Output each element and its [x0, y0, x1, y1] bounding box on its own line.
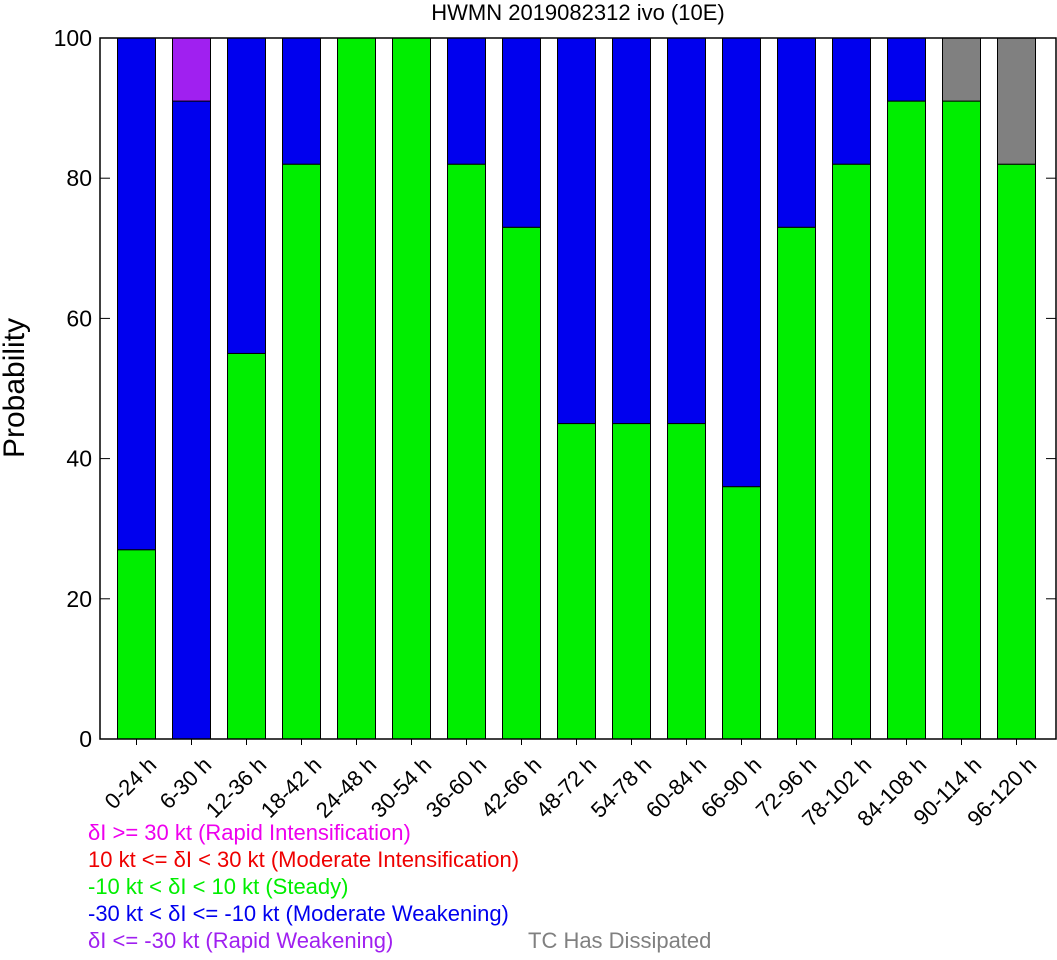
- x-tick-label-8: 48-72 h: [531, 752, 601, 822]
- x-tick-label-5: 30-54 h: [366, 752, 436, 822]
- x-tick-label-6: 36-60 h: [421, 752, 491, 822]
- x-tick-label-2: 12-36 h: [201, 752, 271, 822]
- x-tick-label-10: 60-84 h: [641, 752, 711, 822]
- legend-entry-moderate-intensification: 10 kt <= δI < 30 kt (Moderate Intensific…: [88, 847, 520, 872]
- bar-segment-moderate_weakening-14: [887, 37, 926, 102]
- bar-segment-moderate_weakening-7: [502, 37, 541, 228]
- bar-segment-moderate_weakening-12: [777, 37, 816, 228]
- x-tick-label-3: 18-42 h: [256, 752, 326, 822]
- bar-segment-moderate_weakening-2: [227, 37, 266, 354]
- legend-entry-dissipated: TC Has Dissipated: [528, 928, 712, 953]
- legend-entry-moderate-weakening: -30 kt < δI <= -10 kt (Moderate Weakenin…: [88, 901, 509, 926]
- x-tick-label-11: 66-90 h: [696, 752, 766, 822]
- bar-segment-dissipated-16: [997, 37, 1036, 165]
- y-tick-label-0: 0: [79, 726, 92, 752]
- bar-segment-steady-7: [502, 226, 541, 740]
- bar-segment-steady-10: [667, 423, 706, 740]
- bar-segment-moderate_weakening-9: [612, 37, 651, 425]
- bars-group: [117, 37, 1036, 740]
- bar-segment-moderate_weakening-1: [172, 100, 211, 740]
- legend-entry-steady: -10 kt < δI < 10 kt (Steady): [88, 874, 349, 899]
- y-tick-label-40: 40: [66, 446, 92, 472]
- bar-segment-moderate_weakening-10: [667, 37, 706, 425]
- bar-segment-steady-12: [777, 226, 816, 740]
- x-tick-label-4: 24-48 h: [311, 752, 381, 822]
- y-axis-label: Probability: [0, 318, 31, 458]
- y-tick-label-80: 80: [66, 165, 92, 191]
- bar-segment-moderate_weakening-11: [722, 37, 761, 488]
- bar-segment-steady-3: [282, 163, 321, 740]
- bar-segment-moderate_weakening-8: [557, 37, 596, 425]
- bar-segment-steady-2: [227, 352, 266, 740]
- bar-segment-steady-5: [392, 37, 431, 740]
- bar-segment-steady-0: [117, 549, 156, 740]
- bar-segment-steady-14: [887, 100, 926, 740]
- x-axis-ticks: 0-24 h6-30 h12-36 h18-42 h24-48 h30-54 h…: [100, 739, 1041, 831]
- bar-segment-steady-15: [942, 100, 981, 740]
- bar-segment-dissipated-15: [942, 37, 981, 102]
- y-tick-label-100: 100: [54, 25, 92, 51]
- x-tick-label-0: 0-24 h: [100, 752, 162, 814]
- bar-segment-steady-11: [722, 486, 761, 740]
- bar-segment-steady-9: [612, 423, 651, 740]
- x-tick-label-7: 42-66 h: [476, 752, 546, 822]
- bar-segment-steady-16: [997, 163, 1036, 740]
- legend-entry-rapid-weakening: δI <= -30 kt (Rapid Weakening): [88, 928, 394, 953]
- y-tick-label-20: 20: [66, 586, 92, 612]
- bar-segment-steady-13: [832, 163, 871, 740]
- chart-title: HWMN 2019082312 ivo (10E): [431, 0, 724, 25]
- y-tick-label-60: 60: [66, 305, 92, 331]
- bar-segment-steady-4: [337, 37, 376, 740]
- x-tick-label-9: 54-78 h: [586, 752, 656, 822]
- y-axis-ticks: 0 20 40 60 80 100: [54, 25, 1056, 752]
- plot-frame: [99, 37, 1057, 740]
- bar-segment-moderate_weakening-3: [282, 37, 321, 165]
- bar-segment-steady-6: [447, 163, 486, 740]
- bar-segment-moderate_weakening-6: [447, 37, 486, 165]
- bar-segment-moderate_weakening-0: [117, 37, 156, 551]
- bar-segment-rapid_weakening-1: [172, 37, 211, 102]
- bar-segment-moderate_weakening-13: [832, 37, 871, 165]
- legend-entry-rapid-intensification: δI >= 30 kt (Rapid Intensification): [88, 820, 411, 845]
- bar-segment-steady-8: [557, 423, 596, 740]
